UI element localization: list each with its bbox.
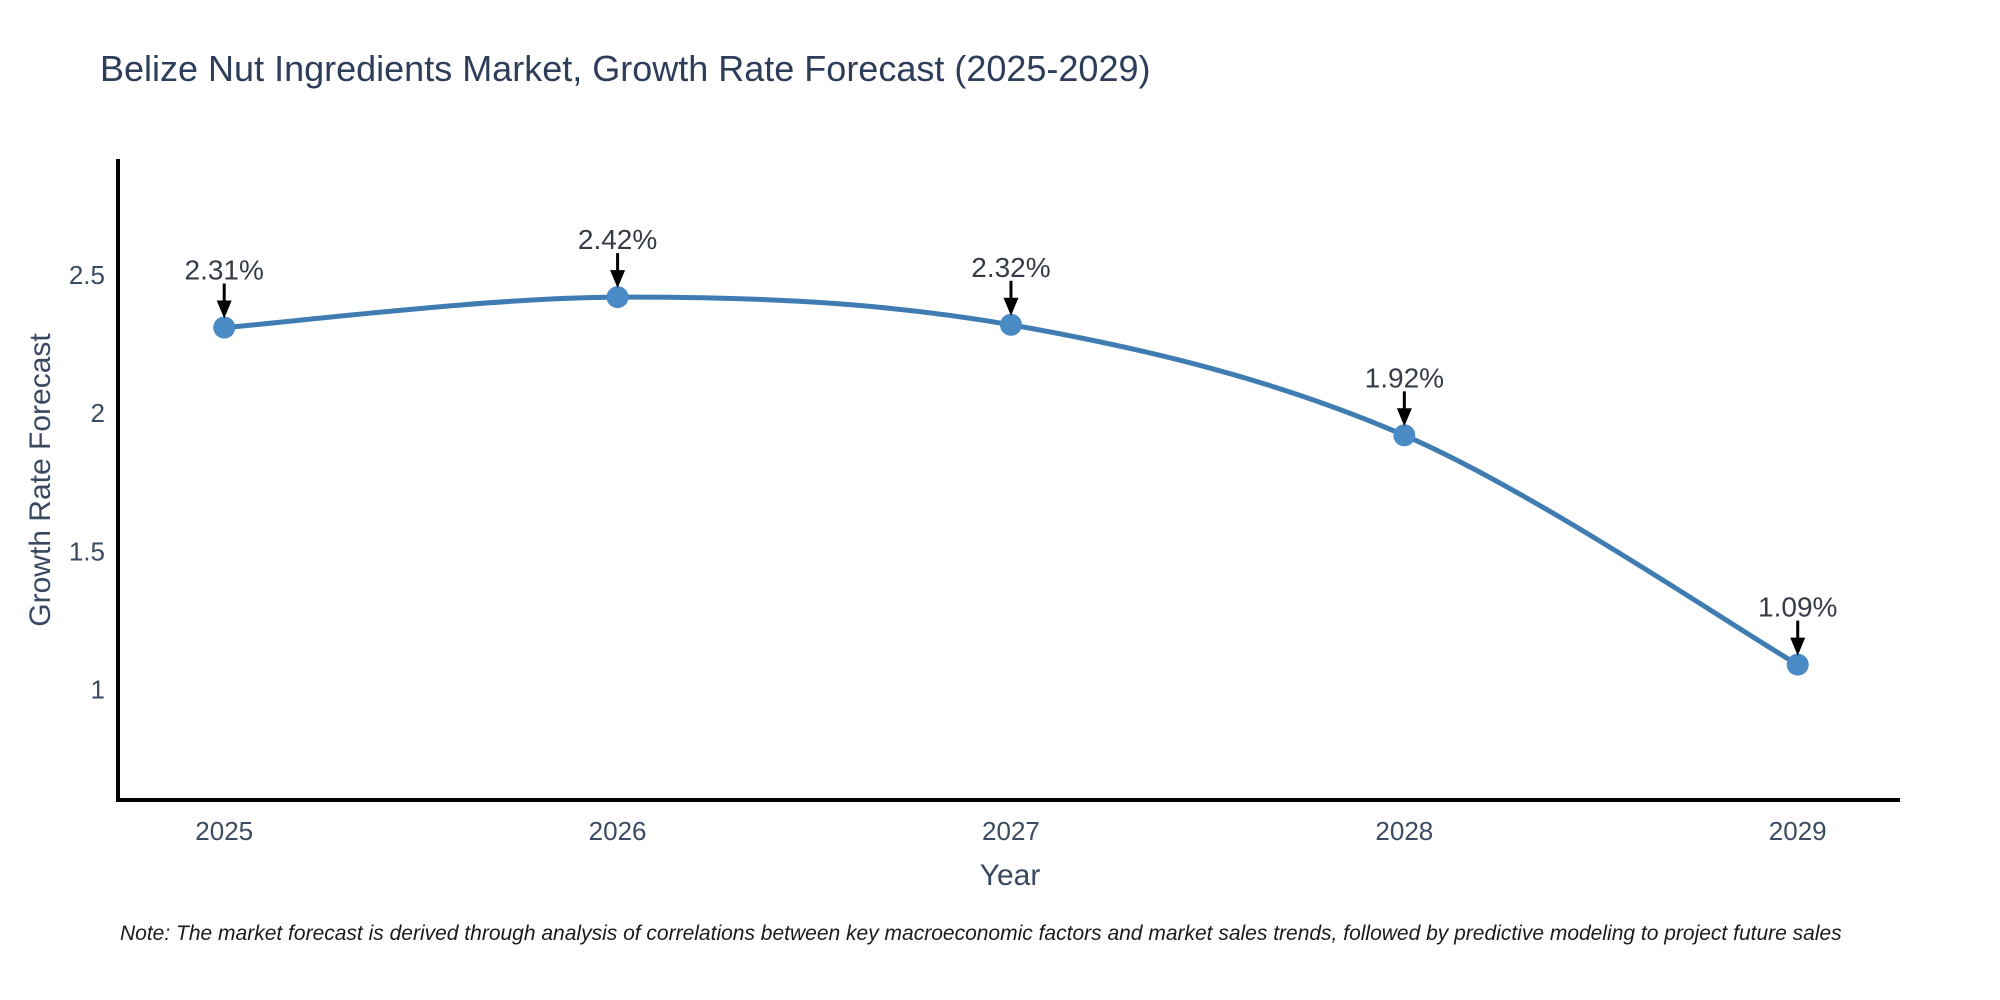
annotation-arrow-head: [1396, 408, 1412, 427]
annotation-arrow-head: [1790, 637, 1806, 656]
annotation-arrow-head: [1003, 297, 1019, 316]
data-point-marker: [213, 316, 236, 339]
data-point-marker: [999, 313, 1022, 336]
series-line: [221, 294, 1801, 668]
annotation-label: 2.42%: [578, 224, 657, 255]
data-point-marker: [1786, 653, 1809, 676]
data-point-marker: [606, 286, 629, 309]
x-axis-title: Year: [980, 859, 1041, 892]
y-tick-label: 1: [91, 674, 105, 704]
x-tick-label: 2026: [589, 816, 647, 846]
x-tick-label: 2025: [195, 816, 253, 846]
footnote: Note: The market forecast is derived thr…: [120, 922, 1842, 945]
x-tick-label: 2028: [1375, 816, 1433, 846]
annotation-label: 1.09%: [1758, 592, 1837, 623]
annotation-label: 2.31%: [185, 255, 264, 286]
annotation-arrow-head: [216, 300, 232, 319]
y-tick-label: 2.5: [69, 260, 105, 290]
data-point-marker: [1393, 424, 1416, 447]
x-tick-label: 2027: [982, 816, 1040, 846]
annotation-arrow-head: [610, 270, 626, 289]
annotation-label: 2.32%: [971, 252, 1050, 283]
plot-dynamic-layer: 1 1.5 2 2.5 2025 2026 2027 2028 2029 2.31% 2.42% 2.…: [69, 224, 1838, 846]
y-tick-label: 2: [91, 398, 105, 428]
chart-title: Belize Nut Ingredients Market, Growth Ra…: [100, 48, 1151, 89]
y-tick-label: 1.5: [69, 536, 105, 566]
x-tick-label: 2029: [1769, 816, 1827, 846]
annotation-label: 1.92%: [1365, 362, 1444, 393]
y-axis-title: Growth Rate Forecast: [24, 333, 57, 627]
